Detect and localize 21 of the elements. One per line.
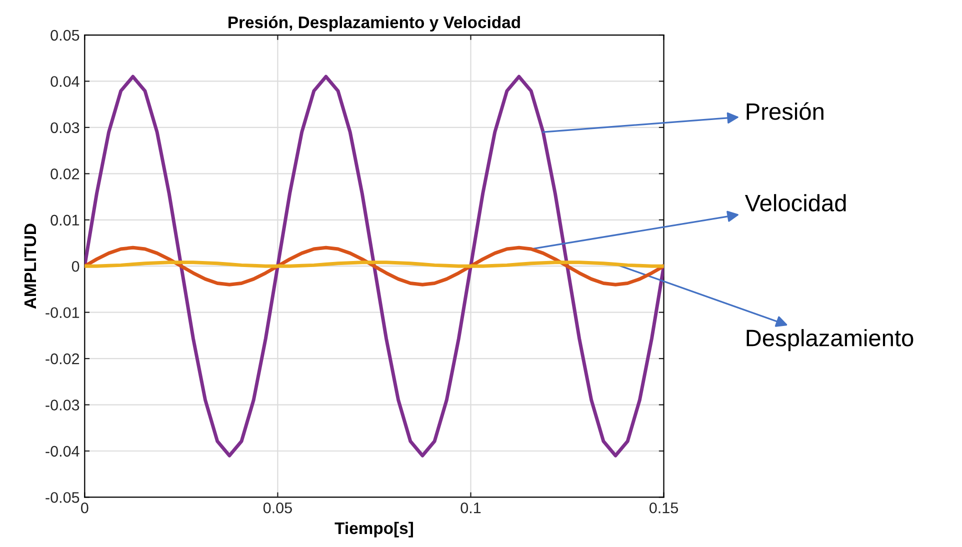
text: Velocidad	[744, 194, 846, 212]
y-tick-label: -0.03	[46, 400, 80, 410]
y-tick-label: -0.05	[46, 492, 80, 503]
text: Desplazamiento	[746, 329, 914, 352]
x-tick-label: 0.15	[650, 502, 678, 514]
x-axis-title: Tiempo[s]	[334, 522, 413, 538]
x-tick-label: 0.05	[263, 502, 292, 514]
y-tick-label: 0	[72, 260, 80, 272]
y-tick-label: 0.04	[50, 76, 80, 87]
y-tick-label: -0.04	[46, 446, 80, 457]
x-tick-label: 0.1	[460, 502, 481, 514]
text: Presión	[746, 102, 824, 120]
y-tick-label: -0.02	[46, 353, 80, 364]
chart-title: Presión, Desplazamiento y Velocidad	[228, 16, 520, 32]
y-tick-label: 0.01	[50, 214, 80, 226]
y-tick-label: 0.05	[50, 30, 80, 41]
y-axis-title: AMPLITUD	[24, 224, 36, 309]
y-tick-label: 0.02	[50, 168, 80, 180]
y-tick-label: -0.01	[46, 307, 80, 318]
x-tick-label: 0	[81, 502, 88, 514]
y-tick-label: 0.03	[50, 122, 80, 134]
